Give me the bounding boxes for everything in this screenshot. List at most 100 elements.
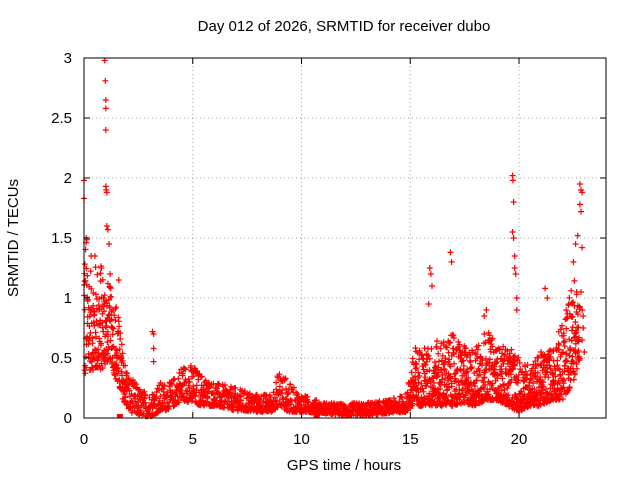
data-point: [576, 334, 582, 341]
data-point: [94, 271, 101, 278]
data-point: [439, 371, 446, 378]
data-point: [90, 319, 97, 326]
data-point: [409, 400, 416, 407]
data-point: [511, 253, 518, 259]
data-point: [104, 339, 111, 345]
data-point: [581, 349, 588, 355]
y-tick-label: 2: [64, 170, 72, 187]
data-point: [104, 328, 111, 335]
x-tick-label: 0: [80, 431, 88, 448]
data-point: [434, 338, 440, 345]
data-point: [559, 385, 566, 392]
data-point: [100, 303, 107, 310]
y-tick-label: 0.5: [51, 350, 72, 367]
data-point: [446, 356, 453, 363]
data-point: [276, 398, 283, 405]
data-point: [127, 403, 134, 410]
data-point: [435, 350, 442, 357]
data-point: [555, 346, 562, 353]
data-point: [115, 277, 122, 283]
data-point: [412, 360, 419, 367]
x-tick-label: 5: [189, 431, 197, 448]
data-point: [91, 308, 98, 315]
data-point: [190, 385, 197, 392]
data-point: [227, 392, 234, 399]
y-tick-label: 2.5: [51, 110, 72, 127]
data-point: [554, 362, 561, 369]
data-point: [578, 208, 584, 215]
data-point: [580, 325, 587, 331]
data-point: [82, 370, 89, 377]
data-point: [566, 294, 573, 301]
data-point: [571, 277, 578, 284]
data-point: [126, 387, 133, 394]
data-point: [420, 355, 427, 362]
data-point: [111, 372, 118, 379]
data-point: [482, 381, 489, 388]
data-point-marker: [313, 414, 320, 418]
data-point: [92, 264, 99, 271]
data-point: [495, 345, 502, 352]
data-point: [530, 380, 537, 387]
data-point: [109, 325, 116, 331]
data-point: [429, 283, 435, 289]
data-point: [122, 394, 129, 401]
data-point: [152, 394, 159, 401]
data-point: [111, 312, 118, 319]
data-point: [313, 397, 320, 403]
data-point: [556, 341, 562, 348]
data-point: [513, 295, 520, 301]
data-point: [545, 374, 552, 381]
data-point: [106, 241, 112, 247]
data-point: [462, 345, 469, 352]
data-point: [288, 397, 295, 404]
data-point: [413, 365, 420, 371]
data-point: [567, 346, 574, 353]
data-point: [117, 336, 124, 342]
data-point: [501, 381, 508, 388]
data-point: [281, 376, 288, 383]
data-point: [526, 379, 533, 386]
data-point: [101, 292, 108, 299]
data-point: [427, 271, 434, 277]
data-point: [437, 386, 443, 392]
data-point: [451, 360, 458, 367]
data-point: [540, 379, 547, 386]
data-point: [496, 346, 503, 353]
data-point: [86, 334, 93, 341]
data-point: [510, 235, 517, 241]
data-point: [189, 398, 195, 404]
data-point: [467, 359, 474, 365]
data-point: [446, 384, 452, 391]
data-point-marker: [116, 414, 123, 418]
data-point: [125, 382, 132, 389]
data-point: [506, 350, 513, 357]
data-point: [91, 322, 98, 329]
data-point: [232, 384, 239, 391]
data-point: [89, 335, 96, 342]
data-point: [449, 331, 456, 338]
data-point: [481, 374, 488, 381]
data-point: [418, 380, 425, 387]
data-point: [426, 355, 433, 362]
data-point: [427, 378, 434, 385]
data-point: [179, 372, 186, 379]
data-point: [142, 399, 149, 406]
data-point: [570, 299, 577, 306]
data-point: [432, 385, 439, 392]
data-point: [124, 370, 131, 377]
data-point: [142, 392, 149, 399]
data-point: [546, 362, 553, 369]
data-point: [115, 318, 122, 325]
data-point: [408, 369, 415, 376]
data-point: [205, 388, 212, 395]
data-point: [511, 362, 518, 369]
data-point: [442, 355, 449, 362]
y-tick-label: 1.5: [51, 230, 72, 247]
data-point: [489, 380, 496, 387]
data-point: [471, 383, 478, 389]
y-tick-label: 3: [64, 50, 72, 67]
data-point: [93, 333, 99, 340]
data-point: [84, 272, 91, 279]
